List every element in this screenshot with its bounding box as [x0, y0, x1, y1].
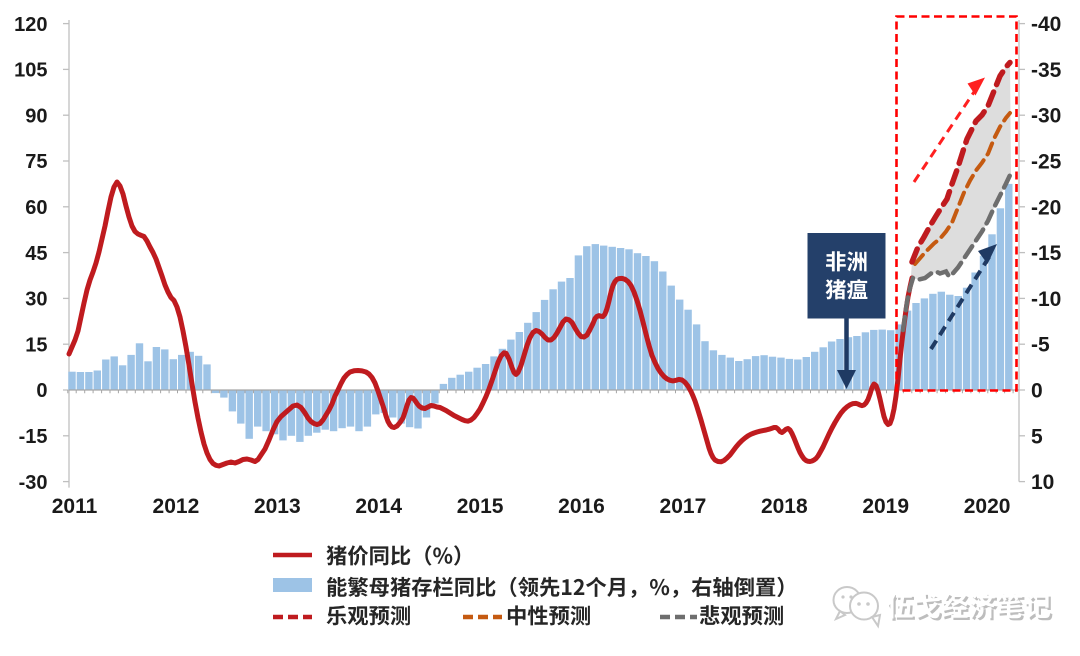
- svg-text:0: 0: [1031, 380, 1043, 403]
- svg-text:30: 30: [25, 289, 47, 311]
- svg-text:2018: 2018: [761, 495, 808, 518]
- svg-text:0: 0: [36, 380, 47, 402]
- svg-text:-15: -15: [1031, 242, 1062, 265]
- svg-text:-15: -15: [19, 426, 48, 448]
- svg-text:-40: -40: [1031, 13, 1061, 36]
- svg-text:60: 60: [25, 197, 47, 219]
- svg-text:-10: -10: [1031, 288, 1061, 311]
- svg-text:-35: -35: [1031, 59, 1062, 82]
- svg-text:45: 45: [25, 243, 47, 265]
- svg-text:-5: -5: [1031, 334, 1050, 357]
- svg-text:75: 75: [25, 151, 47, 173]
- svg-text:15: 15: [25, 334, 47, 356]
- svg-text:-30: -30: [19, 472, 48, 494]
- svg-text:2020: 2020: [964, 495, 1011, 518]
- svg-text:2014: 2014: [355, 495, 402, 518]
- svg-text:5: 5: [1031, 425, 1043, 448]
- svg-text:2016: 2016: [558, 495, 605, 518]
- svg-text:2017: 2017: [660, 495, 707, 518]
- svg-text:2013: 2013: [254, 495, 301, 518]
- svg-text:10: 10: [1031, 471, 1054, 494]
- svg-text:-30: -30: [1031, 105, 1061, 128]
- svg-text:105: 105: [14, 60, 47, 82]
- svg-text:90: 90: [25, 105, 47, 127]
- svg-text:2019: 2019: [862, 495, 909, 518]
- svg-text:120: 120: [14, 14, 47, 36]
- svg-text:2015: 2015: [457, 495, 504, 518]
- svg-text:-25: -25: [1031, 151, 1062, 174]
- svg-text:2012: 2012: [153, 495, 200, 518]
- svg-text:-20: -20: [1031, 196, 1061, 219]
- svg-text:2011: 2011: [52, 495, 98, 518]
